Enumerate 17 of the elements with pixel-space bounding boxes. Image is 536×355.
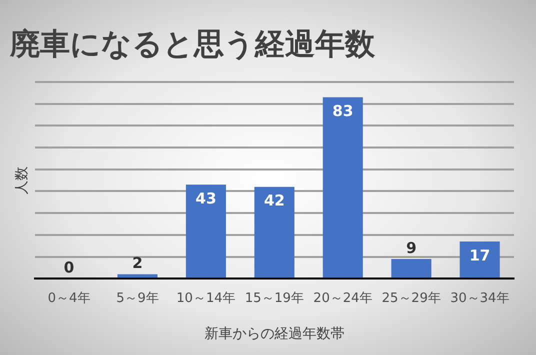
data-label: 42 [264, 192, 285, 210]
x-tick-label: 30～34年 [450, 290, 510, 306]
data-label: 43 [196, 190, 216, 208]
data-label: 9 [406, 238, 417, 257]
y-axis-title: 人数 [14, 166, 30, 194]
x-tick-label: 20～24年 [313, 290, 372, 306]
data-label: 83 [332, 102, 354, 120]
data-label: 2 [132, 254, 143, 272]
x-tick-label: 0～4年 [48, 290, 90, 306]
x-tick-label: 25～29年 [382, 290, 441, 306]
x-tick-label: 15～19年 [244, 290, 304, 306]
x-tick-label: 5～9年 [116, 290, 159, 306]
x-axis-title: 新車からの経過年数帯 [204, 326, 344, 342]
chart-title: 廃車になると思う経過年数 [9, 26, 376, 62]
data-label: 17 [469, 246, 490, 264]
data-label: 0 [64, 258, 74, 276]
x-tick-label: 10～14年 [176, 290, 236, 306]
